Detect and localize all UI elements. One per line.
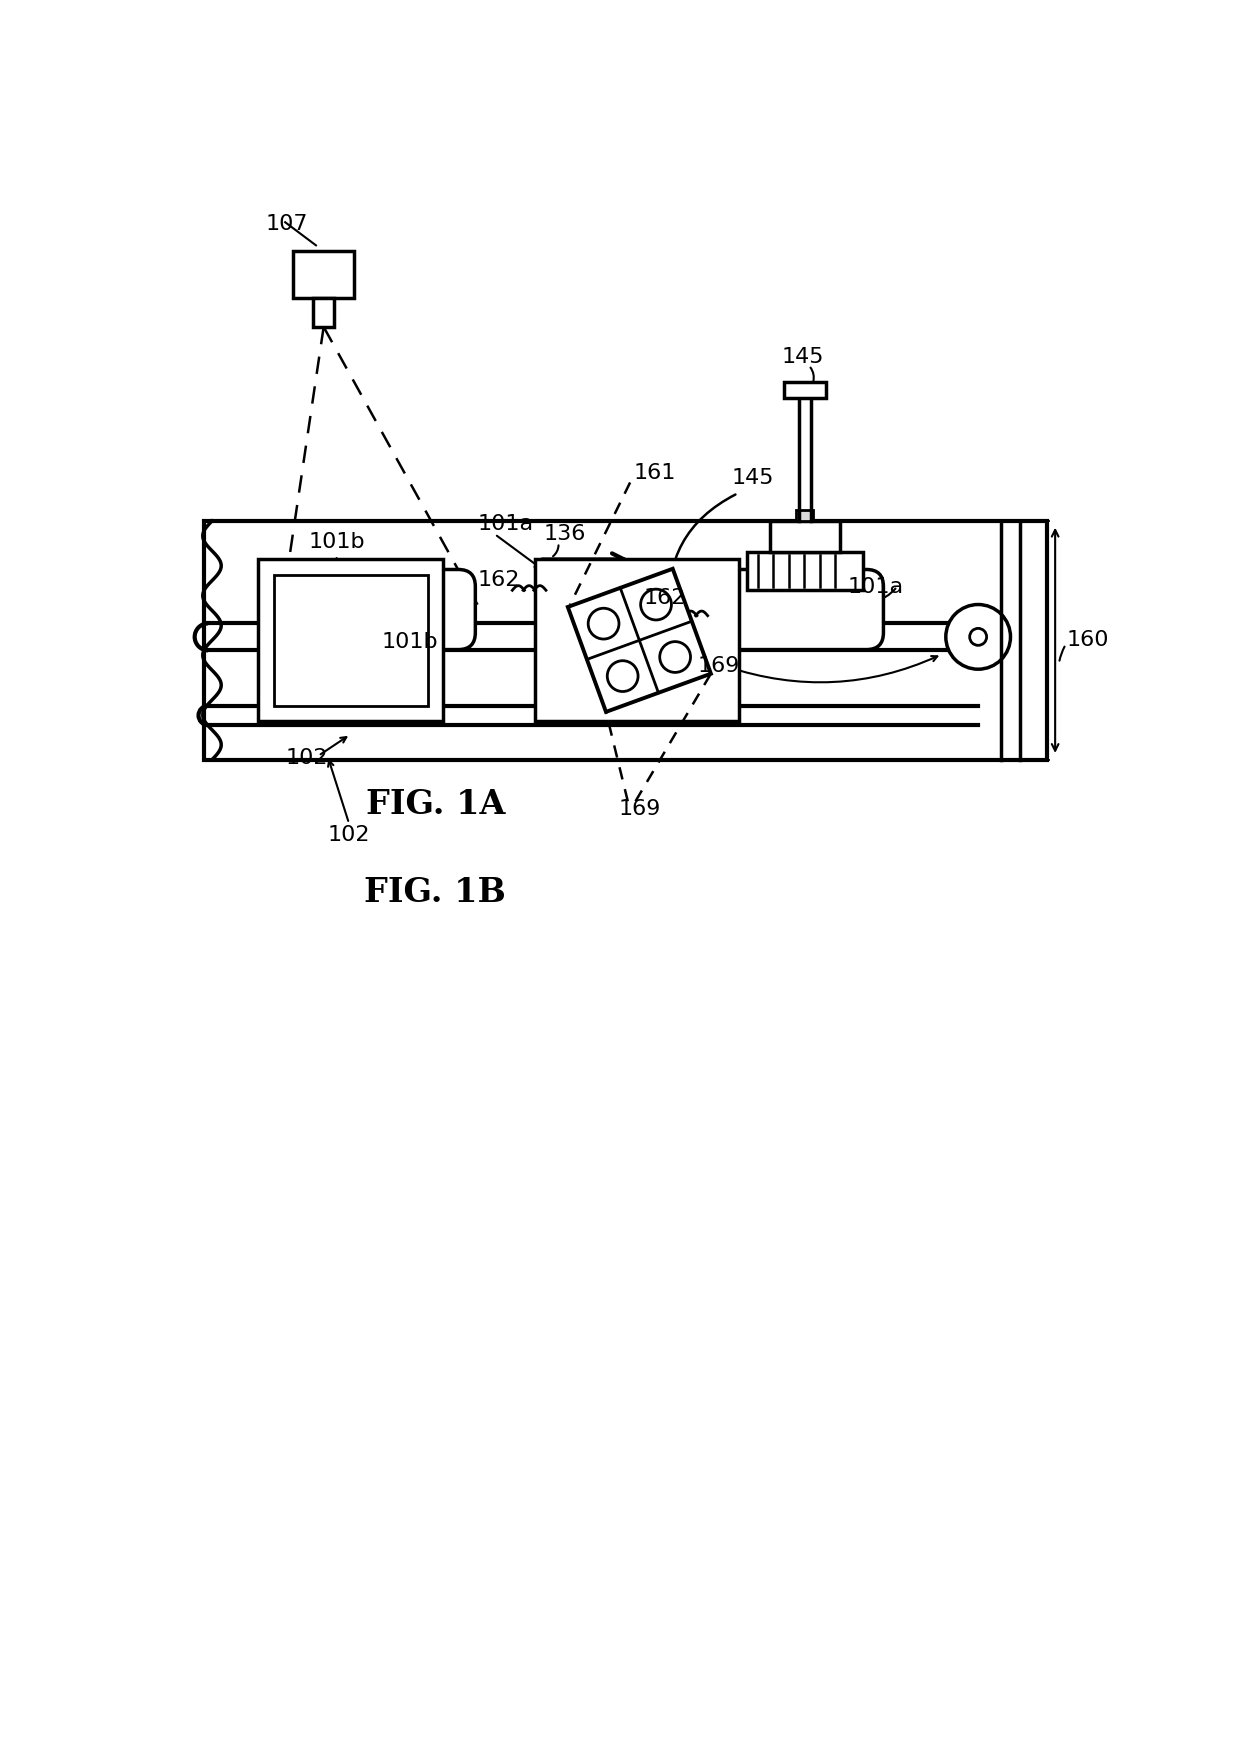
Text: 145: 145: [732, 469, 774, 488]
Circle shape: [608, 661, 639, 691]
Bar: [274, 574, 428, 707]
FancyBboxPatch shape: [696, 569, 883, 650]
Text: 162: 162: [477, 571, 520, 590]
Text: 102: 102: [327, 825, 370, 844]
Bar: [293, 252, 355, 298]
Text: 160: 160: [1066, 631, 1110, 650]
Circle shape: [641, 589, 671, 620]
Text: 101b: 101b: [309, 532, 365, 552]
Circle shape: [970, 629, 987, 645]
Text: 136: 136: [543, 525, 585, 544]
Bar: [796, 511, 813, 522]
Bar: [258, 560, 443, 721]
Bar: [312, 298, 335, 328]
Text: FIG. 1A: FIG. 1A: [366, 788, 505, 821]
Text: 162: 162: [644, 589, 686, 608]
Text: 107: 107: [265, 213, 309, 234]
Text: 101a: 101a: [477, 515, 533, 534]
Circle shape: [588, 608, 619, 640]
FancyBboxPatch shape: [288, 569, 475, 650]
Text: 145: 145: [781, 347, 825, 366]
Bar: [536, 560, 739, 721]
Text: 169: 169: [697, 655, 739, 677]
Bar: [205, 522, 1048, 759]
Circle shape: [946, 604, 1011, 670]
Text: 102: 102: [285, 747, 327, 768]
Polygon shape: [568, 569, 711, 712]
Bar: [784, 382, 826, 398]
Text: FIG. 1B: FIG. 1B: [365, 876, 506, 909]
Circle shape: [660, 641, 691, 673]
Text: 101b: 101b: [382, 633, 438, 652]
Text: 101a: 101a: [847, 576, 904, 597]
Bar: [748, 552, 863, 590]
Bar: [770, 522, 839, 552]
Text: 161: 161: [634, 463, 676, 483]
Text: 169: 169: [619, 800, 661, 819]
